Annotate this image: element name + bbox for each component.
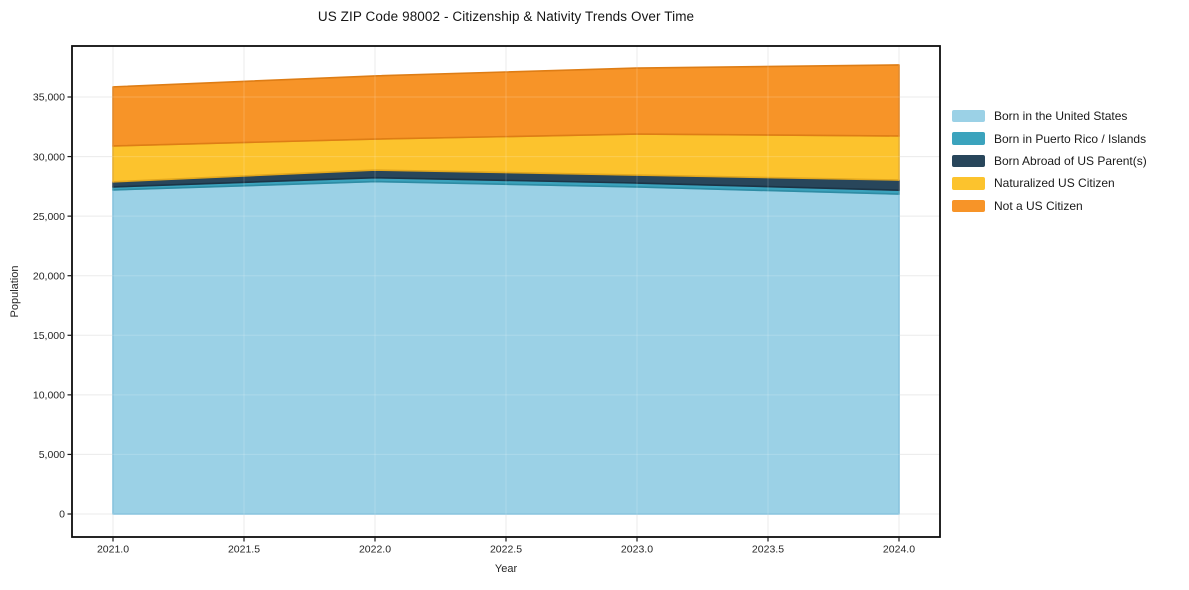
stacked-areas [112, 64, 900, 515]
x-tick-label: 2024.0 [883, 544, 915, 556]
legend-label: Not a US Citizen [994, 198, 1083, 213]
x-tick-label: 2022.5 [490, 544, 522, 556]
y-tick-label: 10,000 [33, 390, 65, 402]
x-tick-label: 2022.0 [359, 544, 391, 556]
legend-label: Born in Puerto Rico / Islands [994, 131, 1147, 146]
legend-swatch [952, 132, 985, 145]
legend-label: Born in the United States [994, 109, 1128, 124]
legend-item: Born in Puerto Rico / Islands [952, 127, 1147, 149]
axis-tick-labels: 2021.0 2021.5 2022.0 2022.5 2023.0 2023.5 2024… [33, 92, 915, 556]
legend-item: Born in the United States [952, 105, 1147, 127]
axis-ticks [67, 96, 900, 542]
legend: Born in the United States Born in Puerto … [952, 105, 1147, 217]
legend-swatch [952, 199, 985, 212]
legend-swatch [952, 154, 985, 168]
y-tick-label: 5,000 [39, 449, 65, 461]
x-tick-label: 2021.0 [97, 544, 129, 556]
legend-item: Not a US Citizen [952, 195, 1147, 217]
x-tick-label: 2023.0 [621, 544, 653, 556]
legend-label: Born Abroad of US Parent(s) [994, 153, 1147, 168]
y-tick-label: 20,000 [33, 270, 65, 282]
y-tick-label: 0 [59, 509, 65, 521]
legend-swatch [952, 109, 985, 123]
legend-item: Born Abroad of US Parent(s) [952, 150, 1147, 172]
x-tick-label: 2021.5 [228, 544, 260, 556]
gridlines-over [72, 46, 940, 537]
chart-title: US ZIP Code 98002 - Citizenship & Nativi… [317, 9, 695, 24]
x-tick-label: 2023.5 [752, 544, 784, 556]
y-tick-label: 15,000 [33, 330, 65, 342]
legend-swatch [952, 177, 985, 190]
x-axis-label: Year [495, 563, 518, 575]
legend-label: Naturalized US Citizen [994, 176, 1115, 191]
y-tick-label: 25,000 [33, 211, 65, 223]
y-tick-label: 35,000 [33, 92, 65, 104]
area-series-4 [112, 64, 900, 147]
legend-item: Naturalized US Citizen [952, 172, 1147, 194]
y-axis-label: Population [9, 266, 21, 318]
y-tick-label: 30,000 [33, 151, 65, 163]
